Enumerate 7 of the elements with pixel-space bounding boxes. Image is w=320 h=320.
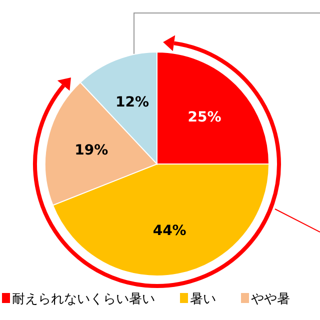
data-label: 12% [116,94,150,111]
data-label: 25% [188,109,222,126]
legend-label: やや暑 [251,292,290,307]
data-label: 19% [74,142,108,158]
legend-label: 暑い [190,292,216,307]
data-label: 44% [152,223,186,240]
legend-label: 耐えられないくらい暑い [12,292,155,307]
